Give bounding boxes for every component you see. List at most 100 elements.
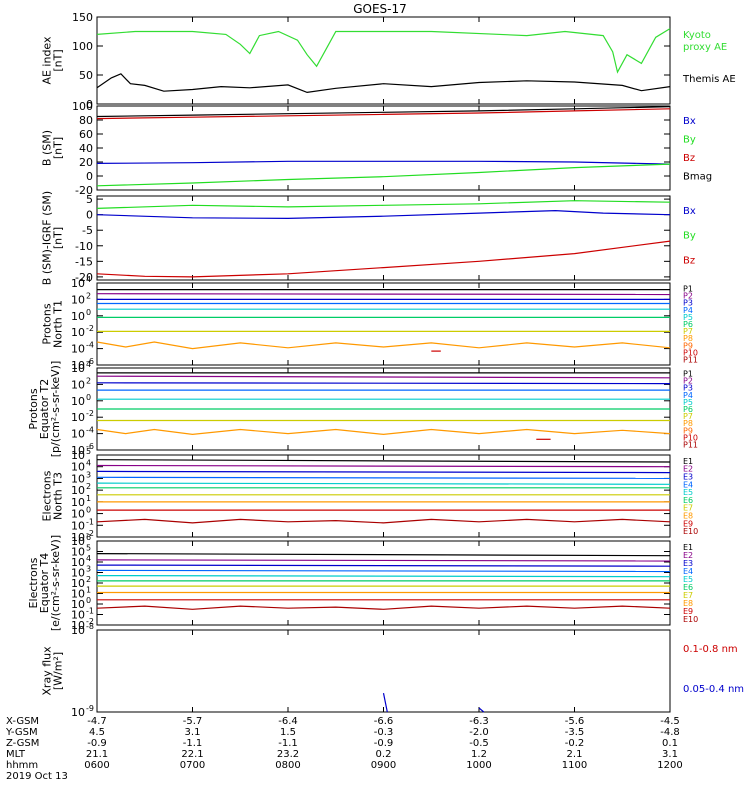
series-e3 — [96, 470, 671, 474]
y-axis-label: [W/m²] — [52, 652, 65, 690]
legend-p6: P6 — [683, 405, 693, 414]
y-tick-exponent: -8 — [86, 622, 94, 631]
y-axis-label: Electrons — [41, 470, 54, 521]
legend-p3: P3 — [683, 384, 693, 393]
y-tick-exponent: -6 — [86, 442, 94, 451]
x-tick-value: 23.2 — [277, 749, 299, 760]
y-axis-label: [nT] — [52, 49, 65, 71]
y-tick-label: -15 — [75, 255, 93, 268]
y-tick-exponent: 0 — [86, 308, 91, 317]
y-tick-exponent: -6 — [86, 357, 94, 366]
y-tick-label: 10 — [71, 310, 85, 323]
legend-bz: Bz — [683, 153, 695, 164]
series-e10 — [96, 605, 671, 610]
x-tick-value: -6.6 — [374, 716, 394, 727]
legend-e9: E9 — [683, 607, 693, 616]
y-tick-exponent: 2 — [86, 575, 91, 584]
legend-p9: P9 — [683, 341, 693, 350]
x-tick-value: -4.5 — [660, 716, 680, 727]
y-tick-exponent: -2 — [86, 617, 94, 626]
legend-e8: E8 — [683, 512, 693, 521]
x-tick-value: 3.1 — [662, 749, 678, 760]
series-0.05-0.4-nm — [382, 692, 388, 713]
legend-0-1-0-8-nm: 0.1-0.8 nm — [683, 644, 738, 655]
y-tick-label: 10 — [71, 609, 85, 622]
y-tick-exponent: 1 — [86, 586, 91, 595]
y-tick-label: 10 — [71, 706, 85, 719]
y-tick-label: 10 — [71, 293, 85, 306]
y-tick-label: 100 — [72, 40, 93, 53]
legend-p10: P10 — [683, 433, 698, 442]
x-tick-value: 1.2 — [471, 749, 487, 760]
legend-proxy-ae: proxy AE — [683, 42, 727, 53]
y-tick-exponent: 2 — [86, 291, 91, 300]
legend-p7: P7 — [683, 412, 693, 421]
x-tick-value: 3.1 — [185, 727, 201, 738]
x-tick-value: -0.5 — [469, 738, 489, 749]
series-p8 — [96, 341, 671, 350]
legend-e5: E5 — [683, 488, 693, 497]
y-axis-label: North T1 — [52, 300, 65, 348]
y-tick-exponent: 0 — [86, 506, 91, 515]
x-tick-value: -4.7 — [87, 716, 107, 727]
panel-frame — [96, 629, 671, 713]
legend-p1: P1 — [683, 370, 693, 379]
y-tick-exponent: 2 — [86, 376, 91, 385]
legend-by: By — [683, 135, 696, 146]
legend-p3: P3 — [683, 299, 693, 308]
y-axis-label: AE index — [41, 36, 54, 85]
legend-e7: E7 — [683, 504, 693, 513]
legend-p4: P4 — [683, 306, 693, 315]
x-tick-value: -0.9 — [374, 738, 394, 749]
y-tick-label: 10 — [71, 411, 85, 424]
y-tick-exponent: -4 — [86, 426, 94, 435]
series-e2 — [96, 559, 671, 562]
series-e3 — [96, 564, 671, 567]
y-axis-label: [nT] — [52, 227, 65, 249]
y-tick-label: 10 — [71, 472, 85, 485]
x-tick-value: 22.1 — [181, 749, 203, 760]
y-tick-exponent: 3 — [86, 470, 91, 479]
x-tick-value: 4.5 — [89, 727, 105, 738]
legend-p6: P6 — [683, 320, 693, 329]
y-tick-exponent: 4 — [86, 360, 91, 369]
series-kyoto-proxy-ae — [96, 28, 671, 74]
panel-frame — [96, 16, 671, 105]
series-e2 — [96, 464, 671, 468]
x-tick-value: 1100 — [562, 760, 587, 771]
y-tick-exponent: 6 — [86, 533, 91, 542]
x-row-label: MLT — [6, 749, 26, 760]
legend-p1: P1 — [683, 285, 693, 294]
x-tick-value: -2.0 — [469, 727, 489, 738]
y-axis-label: Protons — [27, 388, 40, 429]
x-tick-value: 2.1 — [567, 749, 583, 760]
y-tick-label: 10 — [71, 567, 85, 580]
x-tick-value: 1200 — [657, 760, 682, 771]
y-tick-label: 10 — [71, 395, 85, 408]
y-tick-exponent: -1 — [86, 517, 94, 526]
y-tick-label: 0 — [86, 209, 93, 222]
x-tick-value: -4.8 — [660, 727, 680, 738]
legend-e9: E9 — [683, 519, 693, 528]
legend-e10: E10 — [683, 615, 698, 624]
panel-frame — [96, 105, 671, 191]
y-tick-label: 10 — [71, 556, 85, 569]
x-tick-value: 0900 — [371, 760, 396, 771]
y-tick-exponent: -2 — [86, 324, 94, 333]
x-tick-value: 1000 — [466, 760, 491, 771]
x-row-label: Y-GSM — [5, 727, 38, 738]
y-tick-label: 10 — [71, 619, 85, 632]
legend-bx: Bx — [683, 116, 696, 127]
legend-p2: P2 — [683, 292, 693, 301]
panel-b_igrf: -20 -15 -10 -5 0 5 B (SM)-IGRF (SM)[nT] Bx By Bz — [41, 191, 696, 285]
series-bz — [96, 240, 671, 278]
y-axis-label: [e/(cm²-s-sr-keV)] — [49, 535, 62, 631]
y-tick-label: 20 — [79, 156, 93, 169]
x-row-label: X-GSM — [6, 716, 39, 727]
legend-e4: E4 — [683, 480, 693, 489]
x-tick-value: 1.5 — [280, 727, 296, 738]
